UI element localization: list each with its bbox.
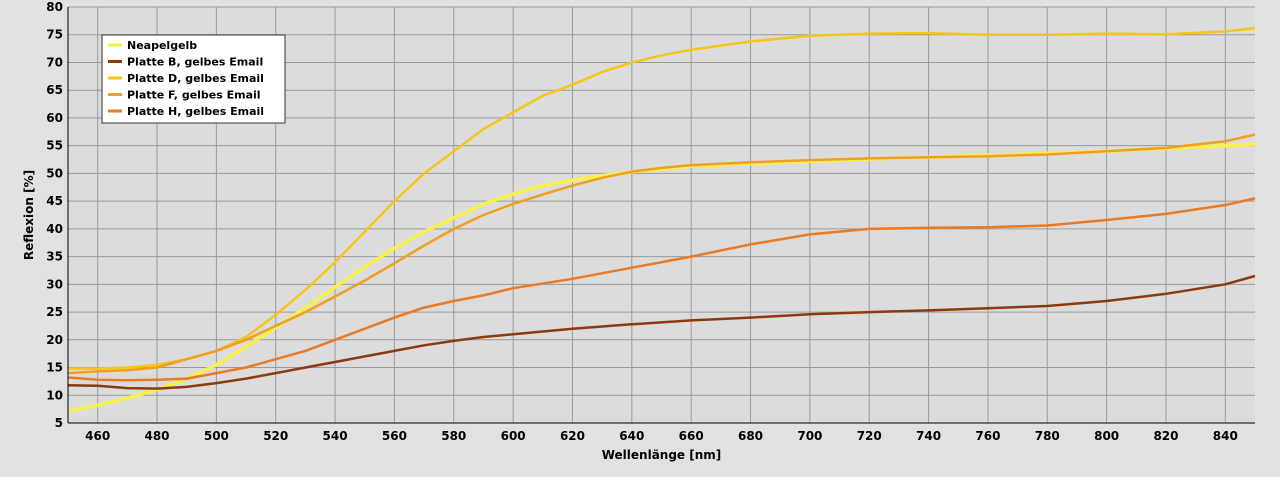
x-tick-label: 580	[441, 429, 466, 443]
series-layer	[67, 26, 1256, 413]
legend-label: Platte D, gelbes Email	[127, 72, 264, 85]
x-tick-label: 540	[323, 429, 348, 443]
y-tick-label: 80	[46, 0, 63, 14]
y-tick-label: 35	[46, 250, 63, 264]
legend-entry: Platte B, gelbes Email	[108, 56, 263, 69]
x-tick-label: 720	[857, 429, 882, 443]
y-tick-label: 60	[46, 111, 63, 125]
series-line-4	[67, 197, 1256, 382]
x-tick-label: 700	[797, 429, 822, 443]
x-tick-label: 760	[975, 429, 1000, 443]
x-tick-label: 660	[679, 429, 704, 443]
x-tick-label: 600	[501, 429, 526, 443]
x-tick-label: 520	[263, 429, 288, 443]
y-tick-label: 25	[46, 305, 63, 319]
series-line-1	[67, 274, 1256, 390]
x-tick-label: 680	[738, 429, 763, 443]
y-tick-label: 70	[46, 55, 63, 69]
legend-label: Platte F, gelbes Email	[127, 89, 261, 102]
tick-labels: 5 10 15 20 25 30 35 40 45 50 55 60 65 70 75 80 460 480 500…	[46, 0, 1238, 443]
legend: Neapelgelb Platte B, gelbes Email Platte…	[101, 34, 286, 124]
legend-label: Neapelgelb	[127, 39, 197, 52]
x-tick-label: 740	[916, 429, 941, 443]
axes	[67, 7, 1255, 424]
y-tick-label: 65	[46, 83, 63, 97]
legend-entry: Platte D, gelbes Email	[108, 72, 264, 85]
y-axis-title: Reflexion [%]	[22, 170, 36, 260]
legend-label: Platte B, gelbes Email	[127, 56, 263, 69]
legend-entry: Neapelgelb	[108, 39, 197, 52]
x-tick-label: 500	[204, 429, 229, 443]
legend-box	[101, 34, 286, 124]
y-tick-label: 45	[46, 194, 63, 208]
legend-label: Platte H, gelbes Email	[127, 105, 264, 118]
x-tick-label: 800	[1094, 429, 1119, 443]
x-tick-label: 640	[619, 429, 644, 443]
x-tick-label: 460	[85, 429, 110, 443]
y-tick-label: 75	[46, 28, 63, 42]
y-tick-label: 15	[46, 361, 63, 375]
y-tick-label: 5	[55, 416, 63, 430]
x-axis-title: Wellenlänge [nm]	[602, 448, 722, 462]
x-tick-label: 480	[144, 429, 169, 443]
x-tick-label: 820	[1153, 429, 1178, 443]
y-tick-label: 40	[46, 222, 63, 236]
y-tick-label: 30	[46, 277, 63, 291]
legend-entry: Platte F, gelbes Email	[108, 89, 261, 102]
y-tick-label: 55	[46, 139, 63, 153]
y-tick-label: 20	[46, 333, 63, 347]
y-tick-label: 50	[46, 166, 63, 180]
legend-entry: Platte H, gelbes Email	[108, 105, 264, 118]
grid	[68, 6, 1255, 424]
y-tick-label: 10	[46, 388, 63, 402]
series-line-3	[67, 133, 1256, 375]
x-tick-label: 620	[560, 429, 585, 443]
x-tick-label: 780	[1035, 429, 1060, 443]
x-tick-label: 560	[382, 429, 407, 443]
x-tick-label: 840	[1213, 429, 1238, 443]
